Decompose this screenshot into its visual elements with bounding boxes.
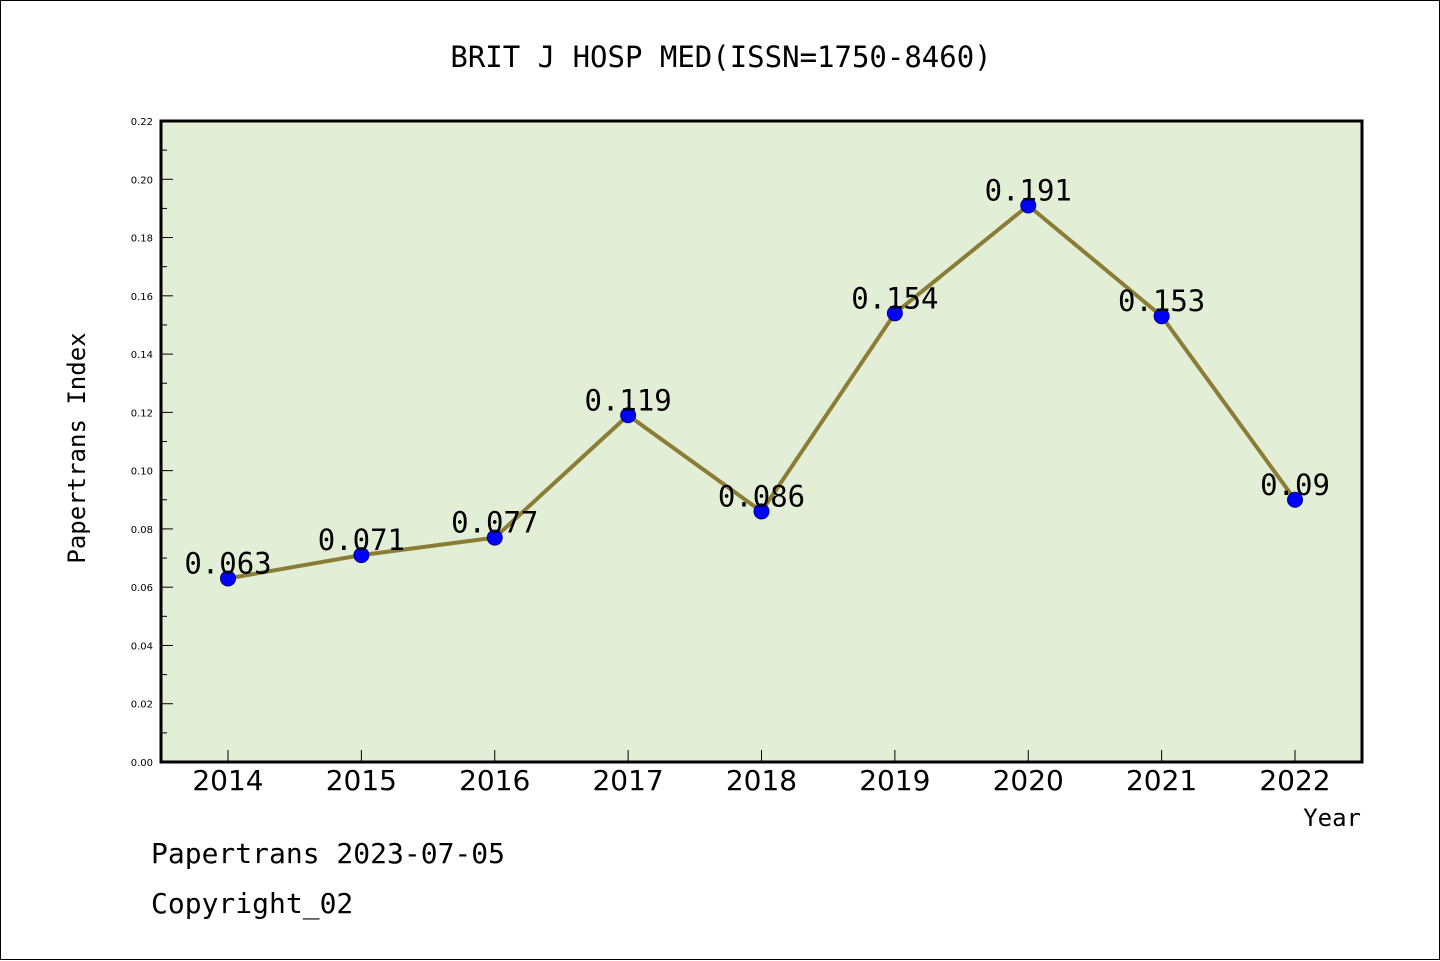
data-label: 0.071 [318, 523, 405, 557]
plot-area [159, 119, 1364, 764]
markers-group [220, 197, 1303, 587]
data-label: 0.191 [985, 173, 1072, 207]
y-tick-label: 0.06 [131, 583, 153, 594]
data-point [1020, 197, 1037, 214]
data-point [486, 529, 503, 546]
x-tick-label: 2019 [859, 764, 930, 797]
data-point [1153, 308, 1170, 325]
data-point [886, 305, 903, 322]
data-point [753, 503, 770, 520]
footer-copyright: Copyright_02 [151, 887, 354, 920]
data-label: 0.119 [584, 383, 671, 417]
data-labels-group: 0.063 0.071 0.077 0.119 0.086 0.154 0.191 0.153… [184, 173, 1330, 580]
x-tick-label: 2014 [192, 764, 263, 797]
x-tick-label: 2017 [592, 764, 663, 797]
x-tick-label: 2016 [459, 764, 530, 797]
x-tick-label: 2020 [993, 764, 1064, 797]
y-tick-label: 0.14 [131, 350, 153, 361]
data-label: 0.086 [718, 479, 805, 513]
y-tick-label: 0.10 [131, 467, 153, 478]
y-tick-label: 0.00 [131, 758, 153, 769]
y-tick-label: 0.12 [131, 408, 153, 419]
y-tick-label: 0.04 [131, 641, 153, 652]
y-tick-label: 0.18 [131, 234, 153, 245]
data-label: 0.154 [851, 281, 938, 315]
y-axis-label: Papertrans Index [63, 332, 91, 563]
data-label: 0.09 [1260, 468, 1330, 502]
data-point [353, 547, 370, 564]
y-tick-label: 0.08 [131, 525, 153, 536]
data-label: 0.063 [184, 546, 271, 580]
x-tick-label: 2018 [726, 764, 797, 797]
data-label: 0.077 [451, 506, 538, 540]
x-tick-label: 2015 [326, 764, 397, 797]
y-tick-label: 0.20 [131, 175, 153, 186]
x-tick-label: 2022 [1259, 764, 1330, 797]
x-axis-ticks: 2014 2015 2016 2017 2018 2019 2020 2021 2022 [192, 750, 1331, 797]
data-point [220, 570, 236, 587]
data-point [620, 407, 637, 424]
x-axis-label: Year [1303, 804, 1361, 832]
data-point [1287, 491, 1303, 508]
footer-date: Papertrans 2023-07-05 [151, 837, 506, 870]
y-tick-label: 0.22 [131, 117, 153, 128]
y-axis-ticks: 0.00 0.02 0.04 0.06 0.08 0.10 0.12 0.14 0.16 0.18… [131, 117, 173, 769]
x-tick-label: 2021 [1126, 764, 1197, 797]
y-tick-label: 0.16 [131, 292, 153, 303]
data-label: 0.153 [1118, 284, 1205, 318]
y-tick-label: 0.02 [131, 700, 153, 711]
chart-title: BRIT J HOSP MED(ISSN=1750-8460) [450, 40, 991, 74]
